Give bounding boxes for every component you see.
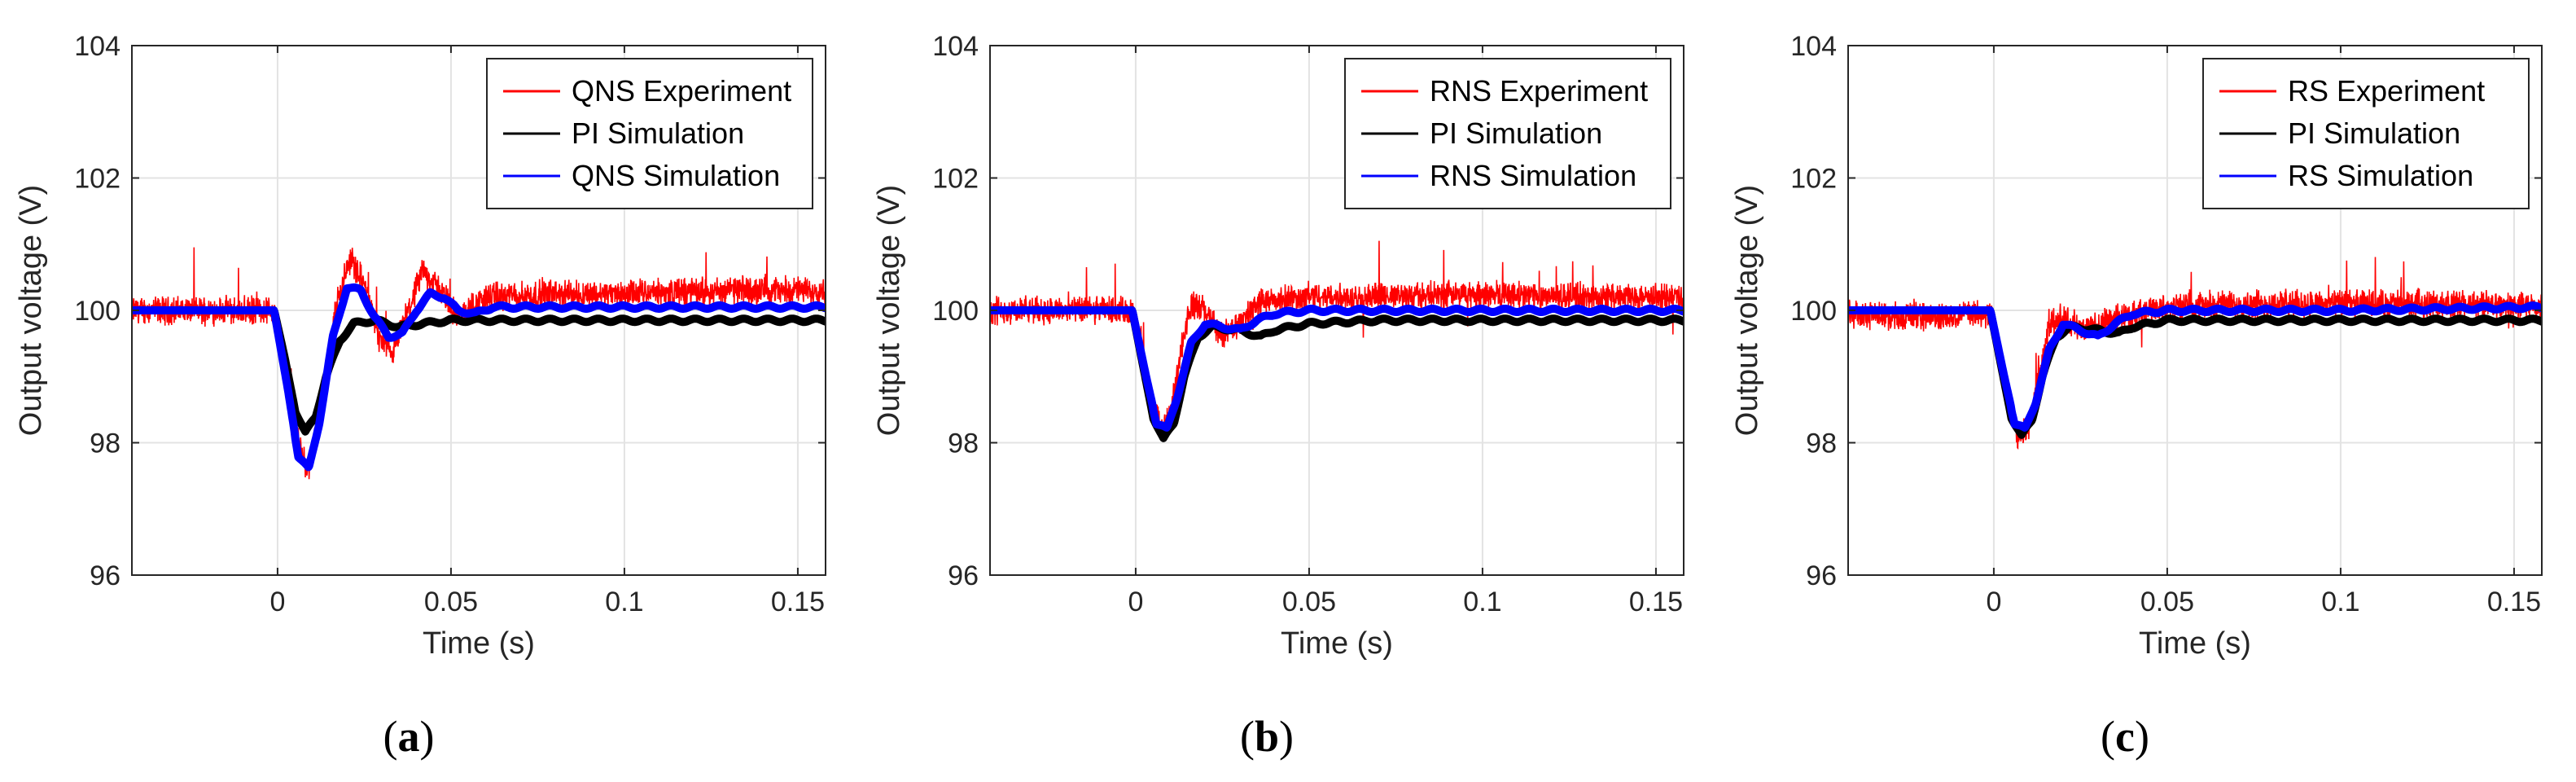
y-tick-label: 104 (1790, 31, 1837, 62)
x-tick-label: 0.1 (1463, 586, 1501, 617)
y-tick-label: 96 (90, 560, 120, 591)
y-tick-label: 98 (1806, 428, 1837, 459)
y-tick-label: 104 (74, 31, 120, 62)
y-tick-label: 98 (90, 428, 120, 459)
y-tick-label: 96 (948, 560, 979, 591)
legend-entry-label: RNS Simulation (1430, 159, 1636, 192)
panel-caption-letter: c (2115, 712, 2135, 761)
x-tick-label: 0.05 (1282, 586, 1336, 617)
legend-entry-label: PI Simulation (1430, 116, 1602, 150)
legend-entry-label: PI Simulation (2288, 116, 2460, 150)
panel-caption-close: ) (2135, 712, 2149, 761)
y-tick-label: 104 (932, 31, 979, 62)
chart-panel-c: 0 0.05 0.1 0.15 96 98 100 102 104 Time (s) Output … (1730, 31, 2543, 761)
plot-series-group (990, 240, 1684, 442)
legend-entry-label: QNS Simulation (572, 159, 780, 192)
panel-caption: (c) (2101, 712, 2149, 761)
panel-caption-letter: b (1255, 712, 1279, 761)
x-tick-label: 0.15 (1629, 586, 1683, 617)
y-axis-title: Output voltage (V) (872, 185, 906, 436)
panel-caption-close: ) (1279, 712, 1294, 761)
y-tick-label: 100 (932, 296, 979, 327)
x-tick-label: 0.05 (424, 586, 478, 617)
x-tick-label: 0.15 (2487, 586, 2541, 617)
x-tick-label: 0.1 (2321, 586, 2359, 617)
series-line-2 (1848, 301, 2542, 432)
legend-entry-label: RNS Experiment (1430, 74, 1648, 108)
legend: QNS Experiment PI Simulation QNS Simulatio… (486, 58, 813, 209)
y-tick-label: 98 (948, 428, 979, 459)
y-tick-label: 100 (1790, 296, 1837, 327)
x-axis-title: Time (s) (1281, 626, 1393, 661)
y-tick-label: 102 (932, 164, 979, 195)
chart-panel-a: 0 0.05 0.1 0.15 96 98 100 102 104 Time (s) Output … (14, 31, 826, 761)
legend-entry-label: PI Simulation (572, 116, 744, 150)
panel-caption: (a) (383, 712, 435, 761)
x-tick-label: 0 (1128, 586, 1143, 617)
x-tick-label: 0.05 (2140, 586, 2194, 617)
chart-panel-b: 0 0.05 0.1 0.15 96 98 100 102 104 Time (s) Output … (872, 31, 1684, 761)
x-axis-title: Time (s) (2139, 626, 2251, 661)
legend: RNS Experiment PI Simulation RNS Simulatio… (1344, 58, 1671, 209)
panel-caption-open: ( (2101, 712, 2115, 761)
series-line-0 (132, 247, 826, 480)
x-tick-label: 0.1 (605, 586, 643, 617)
x-tick-label: 0 (1986, 586, 2001, 617)
legend-entry-label: RS Experiment (2288, 74, 2485, 108)
panel-caption-letter: a (398, 712, 420, 761)
x-axis-title: Time (s) (423, 626, 535, 661)
x-tick-label: 0 (269, 586, 285, 617)
panel-caption-close: ) (420, 712, 435, 761)
legend: RS Experiment PI Simulation RS Simulation (2202, 58, 2530, 209)
series-line-2 (990, 305, 1684, 432)
plot-series-group (1848, 257, 2542, 450)
y-tick-label: 102 (74, 164, 120, 195)
y-tick-label: 96 (1806, 560, 1837, 591)
panel-caption: (b) (1240, 712, 1294, 761)
y-axis-title: Output voltage (V) (1730, 185, 1764, 436)
plot-series-group (132, 247, 826, 480)
y-tick-label: 100 (74, 296, 120, 327)
panel-caption-open: ( (383, 712, 398, 761)
legend-entry-label: RS Simulation (2288, 159, 2473, 192)
x-tick-label: 0.15 (771, 586, 825, 617)
y-tick-label: 102 (1790, 164, 1837, 195)
panel-caption-open: ( (1240, 712, 1255, 761)
legend-entry-label: QNS Experiment (572, 74, 791, 108)
y-axis-title: Output voltage (V) (14, 185, 48, 436)
series-line-2 (132, 283, 826, 472)
